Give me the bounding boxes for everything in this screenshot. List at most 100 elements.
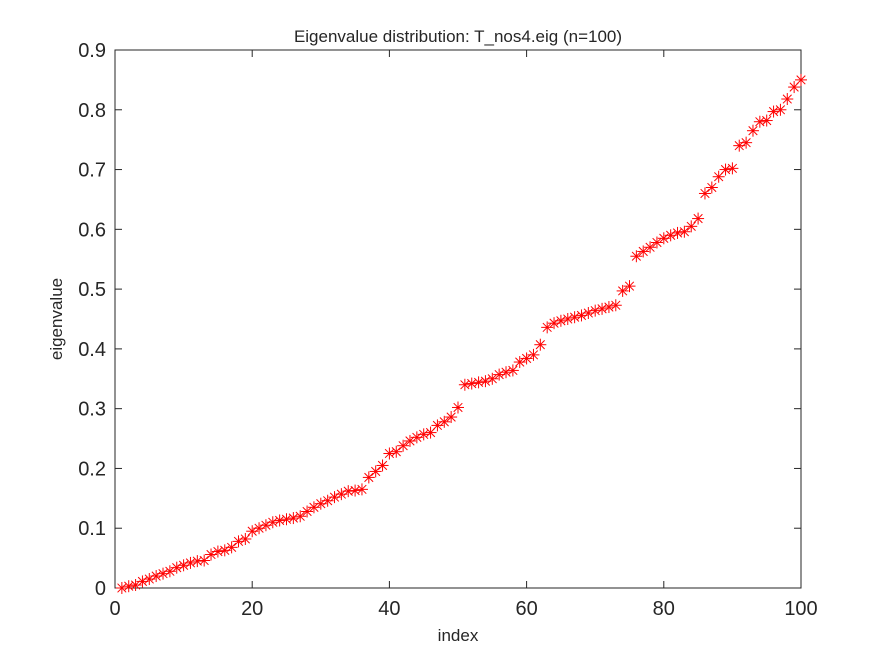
- y-tick-label: 0: [95, 578, 106, 600]
- marker-stroke: [569, 312, 580, 322]
- data-point: [541, 321, 554, 334]
- chart-title: Eigenvalue distribution: T_nos4.eig (n=1…: [294, 27, 622, 46]
- data-point: [774, 103, 787, 116]
- data-point: [438, 415, 451, 428]
- data-point: [122, 580, 135, 593]
- marker-stroke: [446, 412, 456, 422]
- data-point: [767, 105, 780, 118]
- data-point: [692, 212, 705, 225]
- marker-stroke: [672, 228, 683, 238]
- data-point: [630, 250, 643, 263]
- data-point: [486, 372, 499, 385]
- data-point: [726, 162, 739, 175]
- data-point: [266, 516, 279, 529]
- data-point: [596, 302, 609, 315]
- marker-stroke: [371, 466, 381, 477]
- marker-stroke: [755, 117, 765, 127]
- marker-stroke: [700, 188, 710, 199]
- marker-stroke: [199, 555, 209, 566]
- marker-stroke: [323, 496, 333, 506]
- marker-stroke: [741, 138, 751, 148]
- y-tick-label: 0.8: [78, 100, 106, 122]
- data-point: [294, 510, 307, 523]
- data-point: [698, 187, 711, 200]
- marker-stroke: [542, 322, 552, 333]
- x-tick-label: 80: [653, 598, 675, 620]
- marker-stroke: [563, 314, 573, 324]
- marker-stroke: [130, 580, 141, 590]
- data-point: [321, 494, 334, 507]
- data-point: [705, 181, 718, 194]
- data-point: [746, 124, 759, 137]
- data-point: [740, 136, 753, 149]
- data-point: [390, 445, 403, 458]
- data-point: [115, 582, 128, 594]
- marker-stroke: [679, 227, 690, 237]
- marker-stroke: [419, 429, 429, 440]
- data-point: [452, 401, 464, 414]
- data-point: [184, 556, 197, 569]
- marker-stroke: [617, 286, 628, 296]
- data-point: [561, 313, 574, 325]
- marker-stroke: [631, 251, 642, 261]
- data-point: [376, 459, 389, 472]
- data-point: [500, 366, 513, 379]
- data-point: [685, 220, 698, 233]
- y-axis-label: eigenvalue: [47, 278, 66, 360]
- marker-stroke: [590, 305, 600, 316]
- marker-stroke: [453, 402, 463, 413]
- marker-stroke: [295, 511, 305, 521]
- data-point: [369, 465, 382, 478]
- marker-stroke: [762, 115, 772, 126]
- data-point: [678, 225, 691, 238]
- marker-stroke: [281, 514, 292, 524]
- marker-stroke: [343, 486, 353, 496]
- data-point: [644, 241, 657, 254]
- marker-stroke: [645, 242, 655, 252]
- data-point: [589, 304, 602, 317]
- y-tick-label: 0.4: [78, 339, 106, 361]
- marker-stroke: [508, 365, 518, 376]
- data-point: [568, 311, 581, 324]
- marker-stroke: [124, 581, 134, 591]
- marker-stroke: [535, 340, 545, 350]
- x-axis-label: index: [438, 626, 479, 645]
- data-point: [637, 245, 650, 258]
- marker-stroke: [432, 420, 443, 431]
- marker-stroke: [398, 441, 408, 451]
- data-point: [403, 434, 416, 447]
- data-point: [513, 356, 526, 369]
- marker-stroke: [796, 75, 806, 85]
- marker-stroke: [604, 302, 614, 312]
- data-point: [301, 505, 314, 518]
- marker-stroke: [165, 566, 175, 576]
- data-point: [781, 93, 794, 106]
- marker-stroke: [782, 94, 792, 104]
- x-axis-ticks: 0 20 40 60 80 100: [109, 50, 818, 620]
- data-point: [602, 301, 615, 314]
- data-point: [253, 522, 266, 535]
- x-tick-label: 60: [515, 598, 537, 620]
- marker-stroke: [597, 304, 607, 314]
- y-axis-ticks: 0 0.1 0.2 0.3 0.4 0.5 0.6 0.7 0.8 0.9: [78, 40, 801, 600]
- marker-stroke: [528, 350, 539, 360]
- marker-stroke: [720, 164, 731, 175]
- marker-stroke: [391, 447, 401, 457]
- data-point: [225, 541, 238, 554]
- marker-stroke: [686, 221, 696, 231]
- marker-stroke: [501, 367, 511, 377]
- data-point: [431, 419, 444, 432]
- data-point: [397, 439, 410, 452]
- marker-stroke: [274, 515, 285, 526]
- marker-stroke: [302, 506, 312, 517]
- data-point: [520, 352, 533, 365]
- marker-stroke: [611, 300, 621, 310]
- y-tick-label: 0.9: [78, 40, 106, 62]
- x-tick-label: 40: [378, 598, 400, 620]
- marker-stroke: [357, 484, 367, 495]
- marker-stroke: [515, 357, 525, 367]
- data-point: [609, 299, 622, 312]
- marker-stroke: [652, 237, 662, 248]
